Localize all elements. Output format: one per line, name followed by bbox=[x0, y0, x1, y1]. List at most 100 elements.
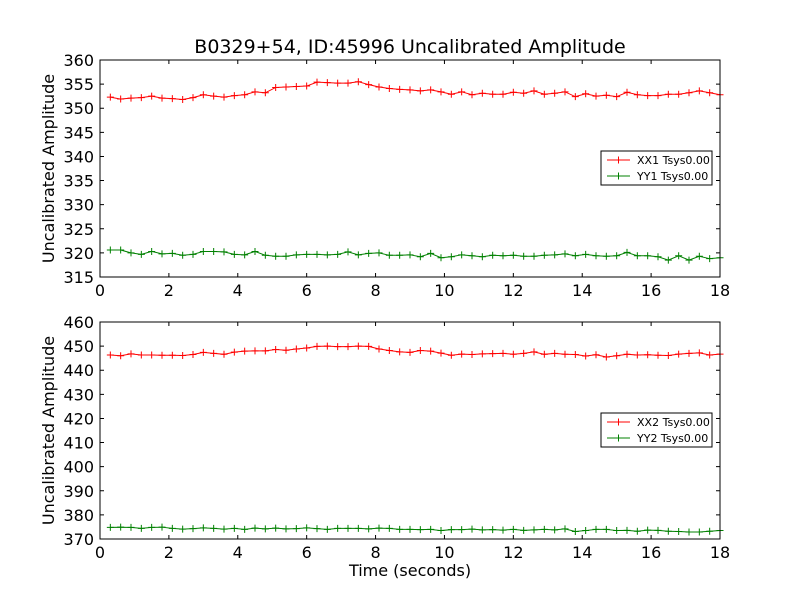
data-point bbox=[644, 92, 652, 100]
y-tick-label: 370 bbox=[63, 530, 94, 549]
data-point bbox=[261, 89, 269, 97]
data-point bbox=[168, 351, 176, 359]
data-point bbox=[127, 249, 135, 257]
data-point bbox=[127, 350, 135, 358]
data-point bbox=[530, 526, 538, 534]
data-point bbox=[189, 525, 197, 533]
data-point bbox=[396, 348, 404, 356]
data-point bbox=[261, 525, 269, 533]
data-point bbox=[706, 527, 714, 535]
data-point bbox=[427, 347, 435, 355]
legend-marker bbox=[607, 172, 630, 180]
data-point bbox=[385, 524, 393, 532]
data-point bbox=[210, 247, 218, 255]
data-point bbox=[189, 94, 197, 102]
data-point bbox=[551, 349, 559, 357]
legend-label: XX1 Tsys0.00 bbox=[637, 154, 710, 167]
data-point bbox=[158, 250, 166, 258]
data-point bbox=[406, 348, 414, 356]
data-point bbox=[602, 525, 610, 533]
data-point bbox=[148, 523, 156, 531]
data-point bbox=[127, 94, 135, 102]
data-point bbox=[644, 351, 652, 359]
y-tick-label: 400 bbox=[63, 458, 94, 477]
data-point bbox=[313, 78, 321, 86]
data-point bbox=[406, 251, 414, 259]
data-point bbox=[365, 249, 373, 257]
data-point bbox=[530, 252, 538, 260]
data-point bbox=[137, 94, 145, 102]
data-point bbox=[427, 249, 435, 257]
data-point bbox=[633, 351, 641, 359]
y-axis-label: Uncalibrated Amplitude bbox=[39, 74, 58, 263]
data-point bbox=[602, 353, 610, 361]
data-point bbox=[509, 525, 517, 533]
data-point bbox=[137, 524, 145, 532]
data-point bbox=[261, 347, 269, 355]
data-point bbox=[199, 247, 207, 255]
data-point bbox=[179, 96, 187, 104]
y-tick-label: 380 bbox=[63, 506, 94, 525]
data-point bbox=[148, 247, 156, 255]
data-point bbox=[633, 527, 641, 535]
data-point bbox=[137, 250, 145, 258]
data-point bbox=[654, 526, 662, 534]
data-point bbox=[654, 253, 662, 261]
data-point bbox=[571, 93, 579, 101]
data-point bbox=[592, 351, 600, 359]
data-point bbox=[282, 252, 290, 260]
data-point bbox=[272, 345, 280, 353]
y-tick-label: 340 bbox=[63, 147, 94, 166]
data-point bbox=[685, 89, 693, 97]
data-point bbox=[613, 352, 621, 360]
data-point bbox=[458, 251, 466, 259]
data-point bbox=[613, 252, 621, 260]
y-tick-label: 420 bbox=[63, 409, 94, 428]
data-point bbox=[365, 342, 373, 350]
data-point bbox=[344, 524, 352, 532]
data-point bbox=[468, 252, 476, 260]
data-point bbox=[158, 94, 166, 102]
data-point bbox=[613, 93, 621, 101]
chart-title: B0329+54, ID:45996 Uncalibrated Amplitud… bbox=[194, 36, 625, 58]
data-point bbox=[592, 252, 600, 260]
data-point bbox=[520, 252, 528, 260]
data-point bbox=[561, 88, 569, 96]
y-tick-label: 335 bbox=[63, 172, 94, 191]
data-point bbox=[458, 350, 466, 358]
x-tick-label: 14 bbox=[572, 543, 592, 562]
data-point bbox=[706, 255, 714, 263]
data-point bbox=[117, 246, 125, 254]
data-point bbox=[540, 350, 548, 358]
plot-frame bbox=[99, 321, 721, 540]
data-point bbox=[458, 526, 466, 534]
data-point bbox=[530, 348, 538, 356]
data-point bbox=[375, 83, 383, 91]
y-axis-label: Uncalibrated Amplitude bbox=[39, 336, 58, 525]
data-point bbox=[230, 524, 238, 532]
data-point bbox=[468, 91, 476, 99]
data-point bbox=[489, 350, 497, 358]
data-point bbox=[220, 350, 228, 358]
y-tick-label: 390 bbox=[63, 482, 94, 501]
data-point bbox=[406, 86, 414, 94]
data-point bbox=[106, 246, 114, 254]
y-tick-label: 410 bbox=[63, 434, 94, 453]
data-point bbox=[592, 92, 600, 100]
data-point bbox=[210, 92, 218, 100]
data-point bbox=[220, 248, 228, 256]
data-point bbox=[571, 351, 579, 359]
data-point bbox=[633, 252, 641, 260]
data-point bbox=[354, 78, 362, 86]
y-tick-label: 320 bbox=[63, 244, 94, 263]
data-point bbox=[168, 524, 176, 532]
legend-label: XX2 Tsys0.00 bbox=[637, 416, 710, 429]
data-point bbox=[623, 248, 631, 256]
data-point bbox=[385, 251, 393, 259]
data-point bbox=[499, 252, 507, 260]
data-point bbox=[592, 525, 600, 533]
data-point bbox=[664, 352, 672, 360]
data-point bbox=[437, 88, 445, 96]
data-point bbox=[303, 82, 311, 90]
data-point bbox=[375, 249, 383, 257]
